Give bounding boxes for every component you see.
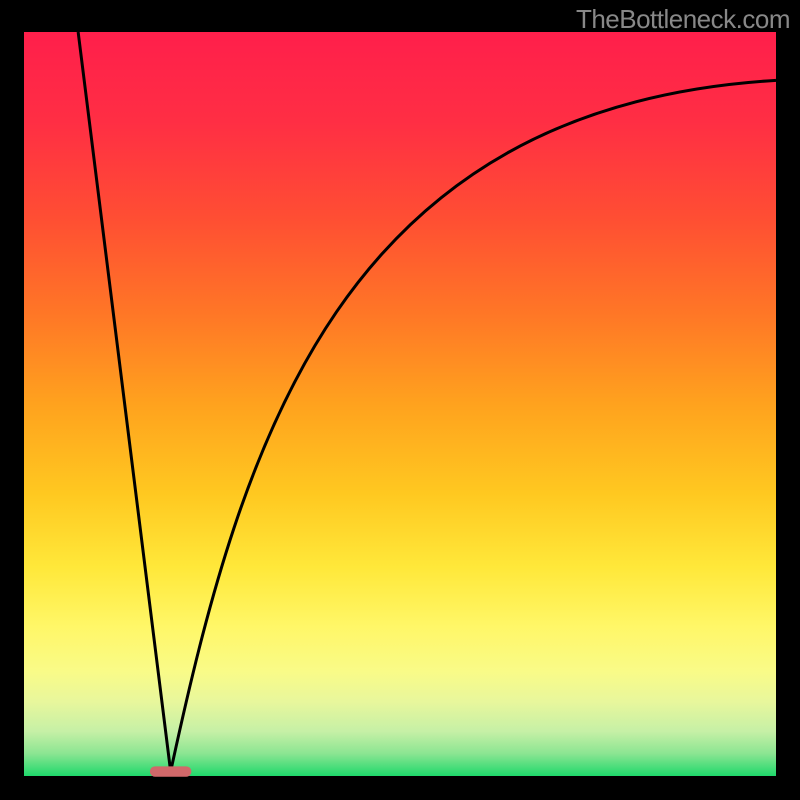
watermark-text: TheBottleneck.com: [576, 4, 790, 35]
chart-container: { "watermark": "TheBottleneck.com", "cha…: [0, 0, 800, 800]
chart-plot-bg: [24, 32, 776, 776]
bottleneck-chart: [0, 0, 800, 800]
optimal-marker: [150, 766, 191, 776]
